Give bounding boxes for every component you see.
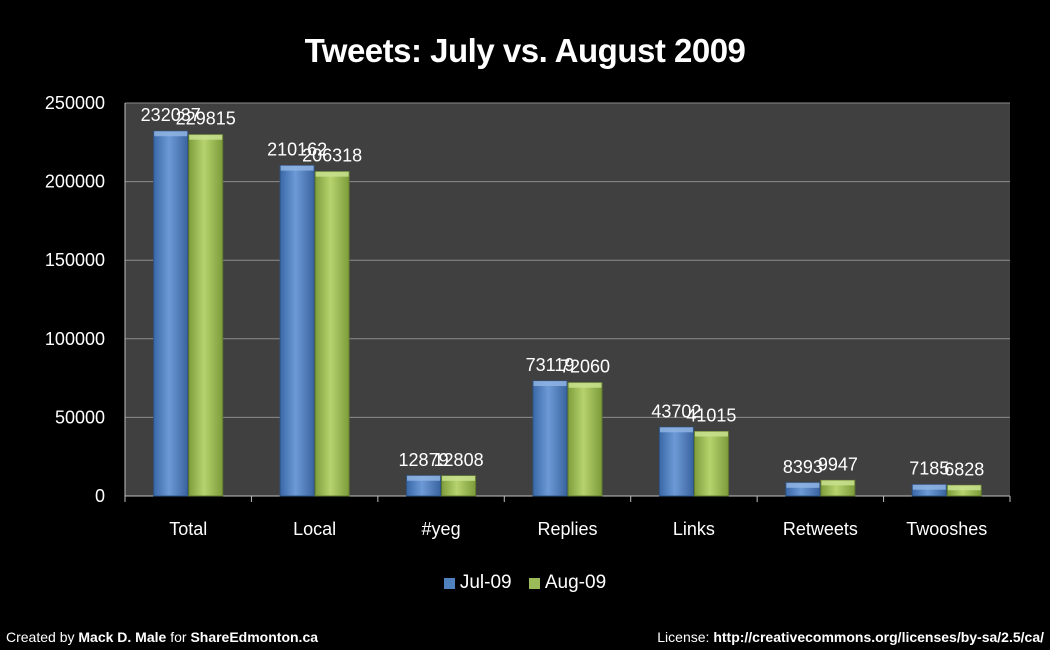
x-tick-label: Replies	[537, 519, 597, 539]
bar-jul	[658, 426, 694, 497]
bar-bevel	[407, 475, 441, 481]
bar-bevel	[568, 382, 602, 388]
bar-bevel	[659, 427, 693, 433]
x-tick-label: Links	[673, 519, 715, 539]
bar-bevel	[154, 131, 188, 137]
bar-jul	[532, 380, 568, 497]
bar-jul	[153, 130, 189, 497]
data-label: 206318	[302, 146, 362, 166]
legend-swatch-jul	[443, 577, 455, 589]
bar-bevel	[786, 482, 820, 488]
x-tick-label: Twooshes	[906, 519, 987, 539]
data-label: 232037	[141, 105, 201, 125]
y-tick-label: 250000	[45, 93, 105, 113]
data-label: 229815	[176, 109, 236, 129]
footer-site: ShareEdmonton.ca	[190, 629, 319, 645]
x-tick-label: Retweets	[783, 519, 858, 539]
data-label: 41015	[686, 406, 736, 426]
y-tick-label: 50000	[55, 407, 105, 427]
legend-swatch-aug	[528, 577, 540, 589]
data-label: 73119	[526, 355, 575, 375]
y-tick-label: 150000	[45, 250, 105, 270]
bar-bevel	[912, 484, 946, 490]
x-tick-label: Local	[293, 519, 336, 539]
bar-jul	[279, 165, 315, 497]
bar-bevel	[533, 381, 567, 387]
bar-bevel	[821, 480, 855, 486]
legend-label-jul: Jul-09	[459, 572, 512, 593]
y-tick-label: 0	[95, 486, 105, 506]
bar-bevel	[442, 475, 476, 481]
data-label: 12808	[434, 450, 484, 470]
footer-for-text: for	[166, 629, 191, 645]
data-label: 43702	[651, 401, 701, 421]
data-label: 6828	[944, 459, 984, 479]
legend-item-jul: Jul-09	[443, 572, 512, 594]
bar-bevel	[694, 431, 728, 437]
data-label: 9947	[818, 454, 858, 474]
data-label: 72060	[560, 357, 610, 377]
x-tick-label: #yeg	[422, 519, 461, 539]
bar-aug	[314, 171, 350, 497]
legend-item-aug: Aug-09	[528, 572, 607, 594]
bar-aug	[567, 382, 603, 497]
data-label: 12879	[399, 450, 449, 470]
bar-aug	[693, 431, 729, 497]
legend-label-aug: Aug-09	[544, 572, 607, 593]
footer-author: Mack D. Male	[78, 629, 167, 645]
footer-license-url[interactable]: http://creativecommons.org/licenses/by-s…	[713, 629, 1044, 645]
footer-created-prefix: Created by	[6, 629, 79, 645]
footer-license: License: http://creativecommons.org/lice…	[657, 629, 1044, 645]
chart-title: Tweets: July vs. August 2009	[304, 32, 746, 69]
legend: Jul-09 Aug-09	[0, 572, 1050, 595]
bar-bevel	[315, 171, 349, 177]
footer-credit: Created by Mack D. Male for ShareEdmonto…	[6, 629, 318, 645]
y-tick-label: 200000	[45, 172, 105, 192]
x-tick-label: Total	[169, 519, 207, 539]
bar-bevel	[947, 485, 981, 491]
data-label: 7185	[909, 459, 949, 479]
bar-aug	[188, 134, 224, 497]
bar-bevel	[189, 134, 223, 140]
bar-bevel	[280, 165, 314, 171]
data-label: 210162	[267, 140, 327, 160]
data-label: 8393	[783, 457, 823, 477]
y-tick-label: 100000	[45, 329, 105, 349]
footer-license-prefix: License:	[657, 629, 714, 645]
